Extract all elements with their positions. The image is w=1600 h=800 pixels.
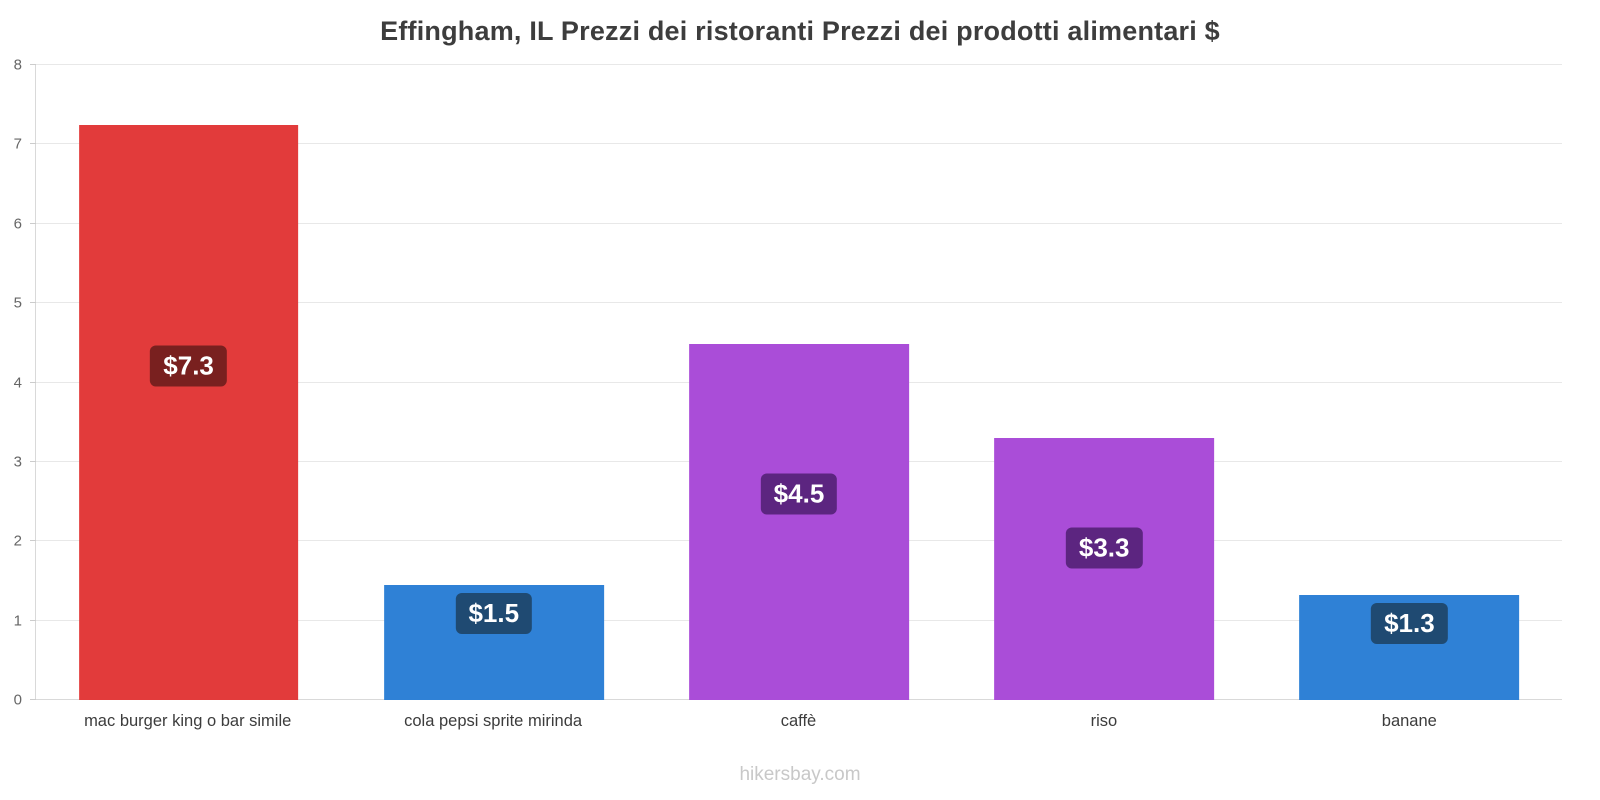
y-tick-label-7: 7 [13,135,22,153]
y-tick-label-2: 2 [13,532,22,550]
y-tick-label-0: 0 [13,691,22,709]
x-axis-labels: mac burger king o bar simile cola pepsi s… [35,712,1562,738]
watermark: hikersbay.com [739,764,861,785]
bar-caffè: $4.5 [689,344,909,700]
y-tick-mark [30,222,36,224]
x-category-label: riso [1090,712,1118,730]
y-tick-mark [30,619,36,621]
bar-riso: $3.3 [994,438,1215,700]
bar-mac-burger-king-o-bar-simile: $7.3 [78,124,299,700]
y-tick-label-6: 6 [13,215,22,233]
bar-slot: $1.3 [1257,65,1562,700]
y-tick-mark [30,143,36,145]
y-tick-label-8: 8 [13,56,22,74]
y-axis-labels: 0 1 2 3 4 5 6 7 8 [0,57,26,709]
y-tick-label-3: 3 [13,453,22,471]
bar-slot: $7.3 [36,65,341,700]
bar-banane: $1.3 [1299,595,1520,700]
y-tick-label-1: 1 [13,612,22,630]
bar-value-badge: $4.5 [760,473,838,515]
x-category-label: cola pepsi sprite mirinda [404,712,583,730]
y-tick-label-4: 4 [13,374,22,391]
bar-slot: $1.5 [341,65,646,700]
y-tick-label-5: 5 [13,294,22,312]
y-tick-mark [30,699,36,700]
x-category-label: banane [1381,712,1437,730]
bar-cola-pepsi-sprite-mirinda: $1.5 [383,584,604,700]
bar-value-badge: $1.5 [455,592,533,634]
x-category-label: caffè [780,712,817,730]
y-tick-mark [30,64,36,65]
chart-title: Effingham, IL Prezzi dei ristoranti Prez… [380,16,1220,46]
bar-value-badge: $7.3 [150,345,227,387]
bar-value-badge: $1.3 [1371,603,1448,645]
gridline-y-8 [36,64,1562,65]
y-tick-mark [30,540,36,542]
gridline-y-5 [36,302,1562,304]
gridline-y-7 [36,143,1562,145]
bar-slot: $4.5 [646,65,951,700]
gridline-y-6 [36,222,1562,224]
x-category-label: mac burger king o bar simile [84,712,292,730]
bar-slot: $3.3 [952,65,1257,700]
y-tick-mark [30,302,36,304]
y-tick-mark [30,381,36,383]
bar-value-badge: $3.3 [1065,527,1143,569]
plot-area: $7.3 $1.5 $4.5 $3.3 $1.3 [30,64,1562,700]
y-tick-mark [30,460,36,462]
